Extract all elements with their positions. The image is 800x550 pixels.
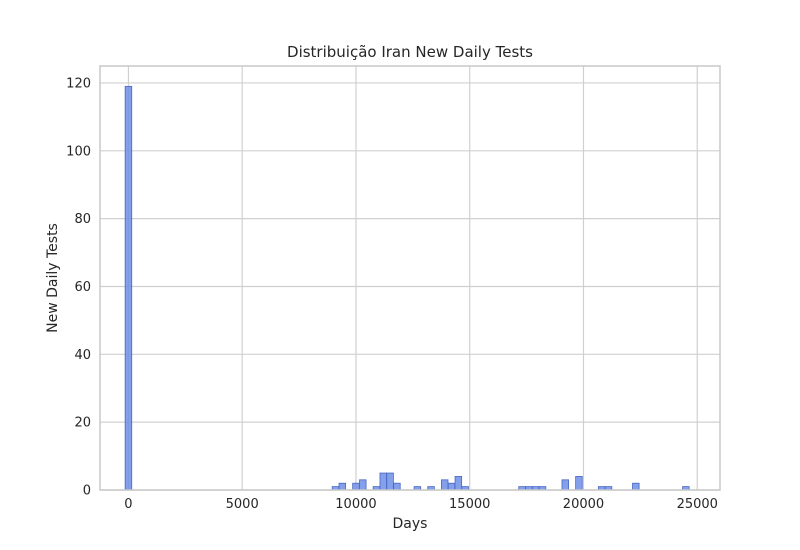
y-tick-label: 100 <box>66 144 91 159</box>
histogram-bar <box>124 85 133 491</box>
x-tick-labels: 0 5000 10000 15000 20000 25000 <box>124 497 718 512</box>
y-axis-label: New Daily Tests <box>45 223 61 333</box>
y-tick-label: 40 <box>74 348 91 363</box>
x-tick-label: 15000 <box>449 497 490 512</box>
histogram-bar <box>447 482 456 491</box>
chart-title: Distribuição Iran New Daily Tests <box>287 43 533 61</box>
histogram-bar <box>632 482 640 491</box>
y-tick-label: 60 <box>74 280 91 295</box>
histogram-bar <box>393 482 401 491</box>
histogram-bar <box>338 482 347 491</box>
histogram-bar <box>359 479 367 491</box>
y-tick-label: 80 <box>74 212 91 227</box>
histogram-bar <box>561 479 569 491</box>
y-tick-labels: 0 20 40 60 80 100 120 <box>66 76 91 498</box>
histogram-bar <box>575 476 583 491</box>
plot-area <box>100 66 720 490</box>
x-tick-label: 0 <box>124 497 132 512</box>
histogram-bar <box>379 472 387 491</box>
y-tick-label: 20 <box>74 416 91 431</box>
histogram-bar <box>454 476 463 491</box>
x-tick-label: 20000 <box>563 497 604 512</box>
histogram-bar <box>440 479 449 491</box>
grid-lines <box>100 66 720 491</box>
x-tick-label: 25000 <box>677 497 718 512</box>
plot-frame <box>99 65 721 491</box>
x-tick-label: 5000 <box>226 497 259 512</box>
x-axis-label: Days <box>393 516 428 532</box>
histogram-bar <box>352 482 360 491</box>
x-tick-label: 10000 <box>335 497 376 512</box>
histogram-bar <box>386 472 394 491</box>
y-tick-label: 120 <box>66 76 91 91</box>
y-tick-label: 0 <box>83 484 91 499</box>
